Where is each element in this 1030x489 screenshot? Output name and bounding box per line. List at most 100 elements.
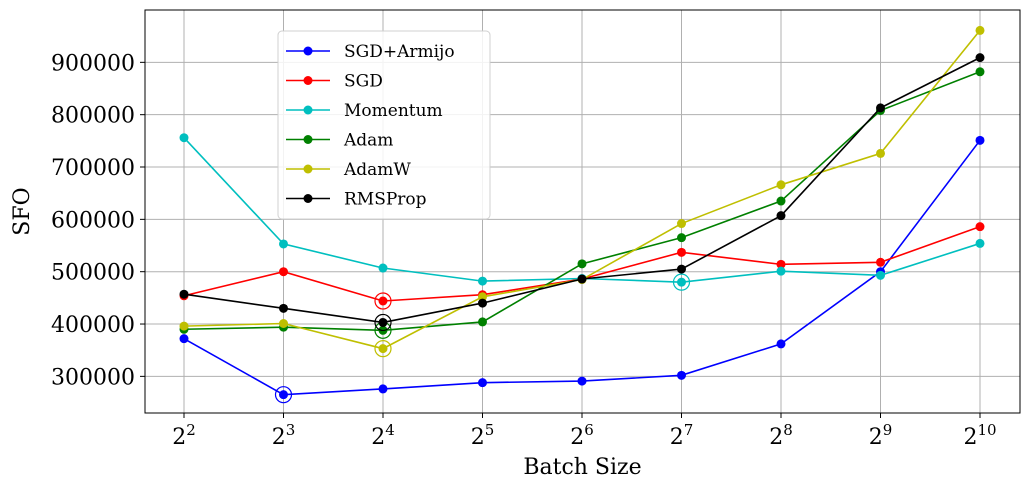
y-tick-label: 800000 (51, 104, 135, 129)
data-point (577, 259, 587, 269)
x-tick-exponent: 4 (385, 421, 395, 439)
data-point (677, 264, 686, 274)
data-point (776, 196, 786, 206)
data-point (975, 25, 985, 35)
legend-label: RMSProp (344, 190, 427, 210)
legend-box (277, 30, 491, 220)
data-point (378, 344, 388, 354)
data-point (776, 339, 786, 349)
y-tick-label: 300000 (51, 365, 135, 390)
x-tick-label: 24 (371, 421, 395, 450)
data-point (279, 239, 288, 249)
x-tick-label: 27 (670, 421, 694, 450)
data-point (776, 211, 786, 221)
data-point (677, 370, 686, 380)
data-point (179, 334, 189, 344)
legend-marker (303, 164, 313, 174)
x-tick-exponent: 9 (883, 421, 893, 439)
highlight-ring (374, 313, 392, 332)
legend-item: AdamW (286, 160, 411, 180)
data-point (776, 266, 786, 276)
x-tick-base: 2 (371, 425, 385, 450)
series-rmsprop (179, 53, 985, 332)
highlight-ring (274, 386, 293, 404)
data-point (975, 67, 985, 77)
data-point (876, 257, 885, 267)
data-point (378, 317, 388, 327)
data-point (876, 103, 885, 113)
highlight-ring (672, 273, 691, 291)
x-tick-label: 29 (869, 421, 893, 450)
legend-item: RMSProp (286, 190, 427, 210)
x-tick-labels: 22 23 24 25 26 27 28 29 210 (172, 421, 996, 450)
x-tick-exponent: 8 (783, 421, 793, 439)
legend-marker (303, 105, 313, 115)
data-point (876, 270, 885, 280)
data-point (478, 317, 487, 327)
data-point (677, 219, 686, 229)
x-tick-label: 26 (570, 421, 594, 450)
y-tick-label: 900000 (51, 51, 135, 76)
y-tick-label: 600000 (51, 208, 135, 233)
x-tick-label: 25 (471, 421, 495, 450)
y-tick-label: 400000 (51, 313, 135, 338)
data-point (478, 378, 487, 388)
x-tick-exponent: 10 (977, 421, 996, 439)
data-point (179, 133, 189, 143)
y-tick-label: 700000 (51, 156, 135, 181)
legend-item: Momentum (286, 101, 443, 121)
data-point (677, 247, 686, 257)
legend-item: SGD+Armijo (286, 42, 455, 62)
data-point (378, 296, 388, 306)
x-tick-base: 2 (670, 425, 684, 450)
data-point (378, 384, 388, 394)
data-point (577, 376, 587, 386)
x-tick-label: 210 (963, 421, 996, 450)
data-point (577, 274, 587, 284)
x-tick-base: 2 (869, 425, 883, 450)
data-point (975, 222, 985, 232)
highlight-ring (374, 340, 392, 358)
legend-item: SGD (286, 72, 383, 92)
data-point (975, 135, 985, 145)
legend-marker (303, 194, 313, 203)
x-tick-base: 2 (172, 425, 186, 450)
x-tick-base: 2 (769, 425, 783, 450)
x-tick-exponent: 6 (584, 421, 594, 439)
data-point (478, 276, 487, 286)
data-point (975, 53, 985, 63)
x-axis-label: Batch Size (523, 455, 641, 480)
data-point (279, 267, 288, 277)
x-tick-exponent: 3 (286, 421, 296, 439)
data-point (179, 321, 189, 331)
legend: SGD+Armijo SGD Momentum Adam AdamW RMSProp (277, 30, 491, 220)
legend-label: SGD+Armijo (344, 42, 455, 62)
data-point (478, 298, 487, 308)
x-tick-exponent: 7 (684, 421, 694, 439)
data-point (279, 319, 288, 329)
data-point (677, 277, 686, 287)
data-point (279, 303, 288, 313)
legend-marker (303, 76, 313, 85)
x-tick-label: 22 (172, 421, 196, 450)
data-point (179, 289, 189, 299)
legend-marker (303, 46, 313, 56)
data-point (279, 390, 288, 400)
y-tick-labels: 300000 400000 500000 600000 700000 800000 9000… (51, 51, 135, 390)
x-tick-exponent: 2 (186, 421, 196, 439)
x-tick-base: 2 (963, 425, 977, 450)
legend-label: Adam (343, 131, 393, 151)
x-tick-exponent: 5 (485, 421, 495, 439)
x-tick-base: 2 (471, 425, 485, 450)
legend-label: SGD (344, 72, 383, 92)
y-tick-label: 500000 (51, 261, 135, 286)
x-tick-base: 2 (272, 425, 286, 450)
highlight-ring (374, 292, 392, 310)
legend-item: Adam (286, 131, 393, 151)
data-point (876, 148, 885, 158)
data-point (776, 259, 786, 269)
x-tick-label: 28 (769, 421, 793, 450)
y-axis-label: SFO (10, 187, 35, 235)
x-tick-base: 2 (570, 425, 584, 450)
